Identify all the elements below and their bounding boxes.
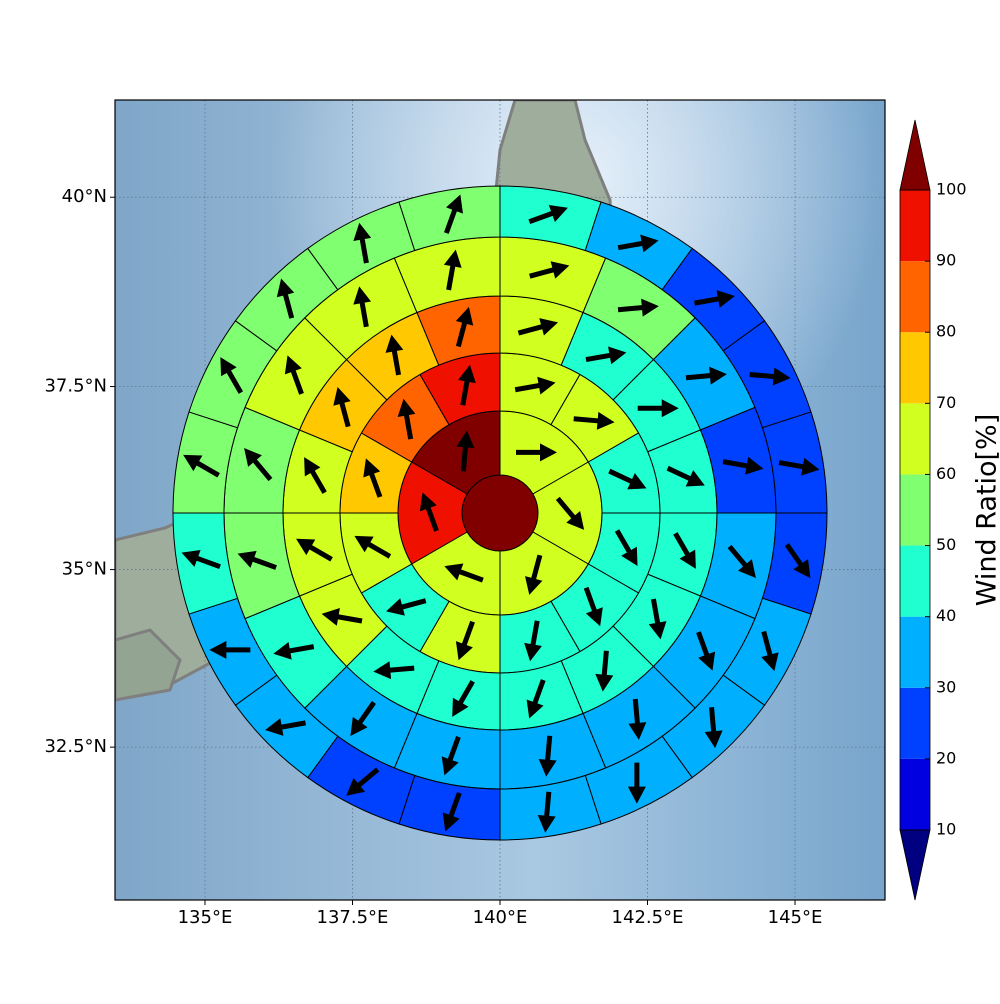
colorbar-tick-label: 80 (936, 322, 956, 341)
colorbar-tick-label: 10 (936, 820, 956, 839)
x-tick-label: 135°E (178, 907, 233, 928)
colorbar-band (900, 617, 930, 688)
y-tick-label: 35°N (62, 559, 107, 580)
colorbar-band (900, 403, 930, 474)
y-tick-label: 40°N (62, 186, 107, 207)
x-tick-label: 137.5°E (317, 907, 389, 928)
colorbar-band (900, 546, 930, 617)
colorbar-band (900, 759, 930, 830)
sector-layer (173, 186, 827, 840)
colorbar-band (900, 190, 930, 261)
colorbar-band (900, 332, 930, 403)
x-tick-label: 145°E (768, 907, 823, 928)
colorbar-tick-label: 70 (936, 393, 956, 412)
colorbar-band (900, 688, 930, 759)
colorbar-band (900, 261, 930, 332)
colorbar-under (900, 830, 930, 900)
x-tick-label: 140°E (473, 907, 528, 928)
y-tick-label: 32.5°N (44, 736, 107, 757)
colorbar-tick-label: 50 (936, 535, 956, 554)
colorbar-band (900, 474, 930, 545)
colorbar: 10 20 30 40 50 60 70 80 90 100 (900, 120, 967, 900)
y-tick-label: 37.5°N (44, 376, 107, 397)
colorbar-label: Wind Ratio[%] (972, 414, 1000, 606)
colorbar-tick-label: 30 (936, 677, 956, 696)
colorbar-tick-label: 60 (936, 464, 956, 483)
colorbar-tick-label: 100 (936, 180, 967, 199)
colorbar-tick-label: 40 (936, 606, 956, 625)
colorbar-tick-label: 90 (936, 251, 956, 270)
colorbar-over (900, 120, 930, 190)
colorbar-tick-label: 20 (936, 748, 956, 767)
x-tick-label: 142.5°E (612, 907, 684, 928)
